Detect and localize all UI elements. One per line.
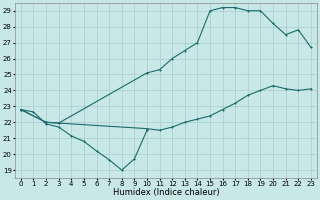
X-axis label: Humidex (Indice chaleur): Humidex (Indice chaleur) [113,188,219,197]
